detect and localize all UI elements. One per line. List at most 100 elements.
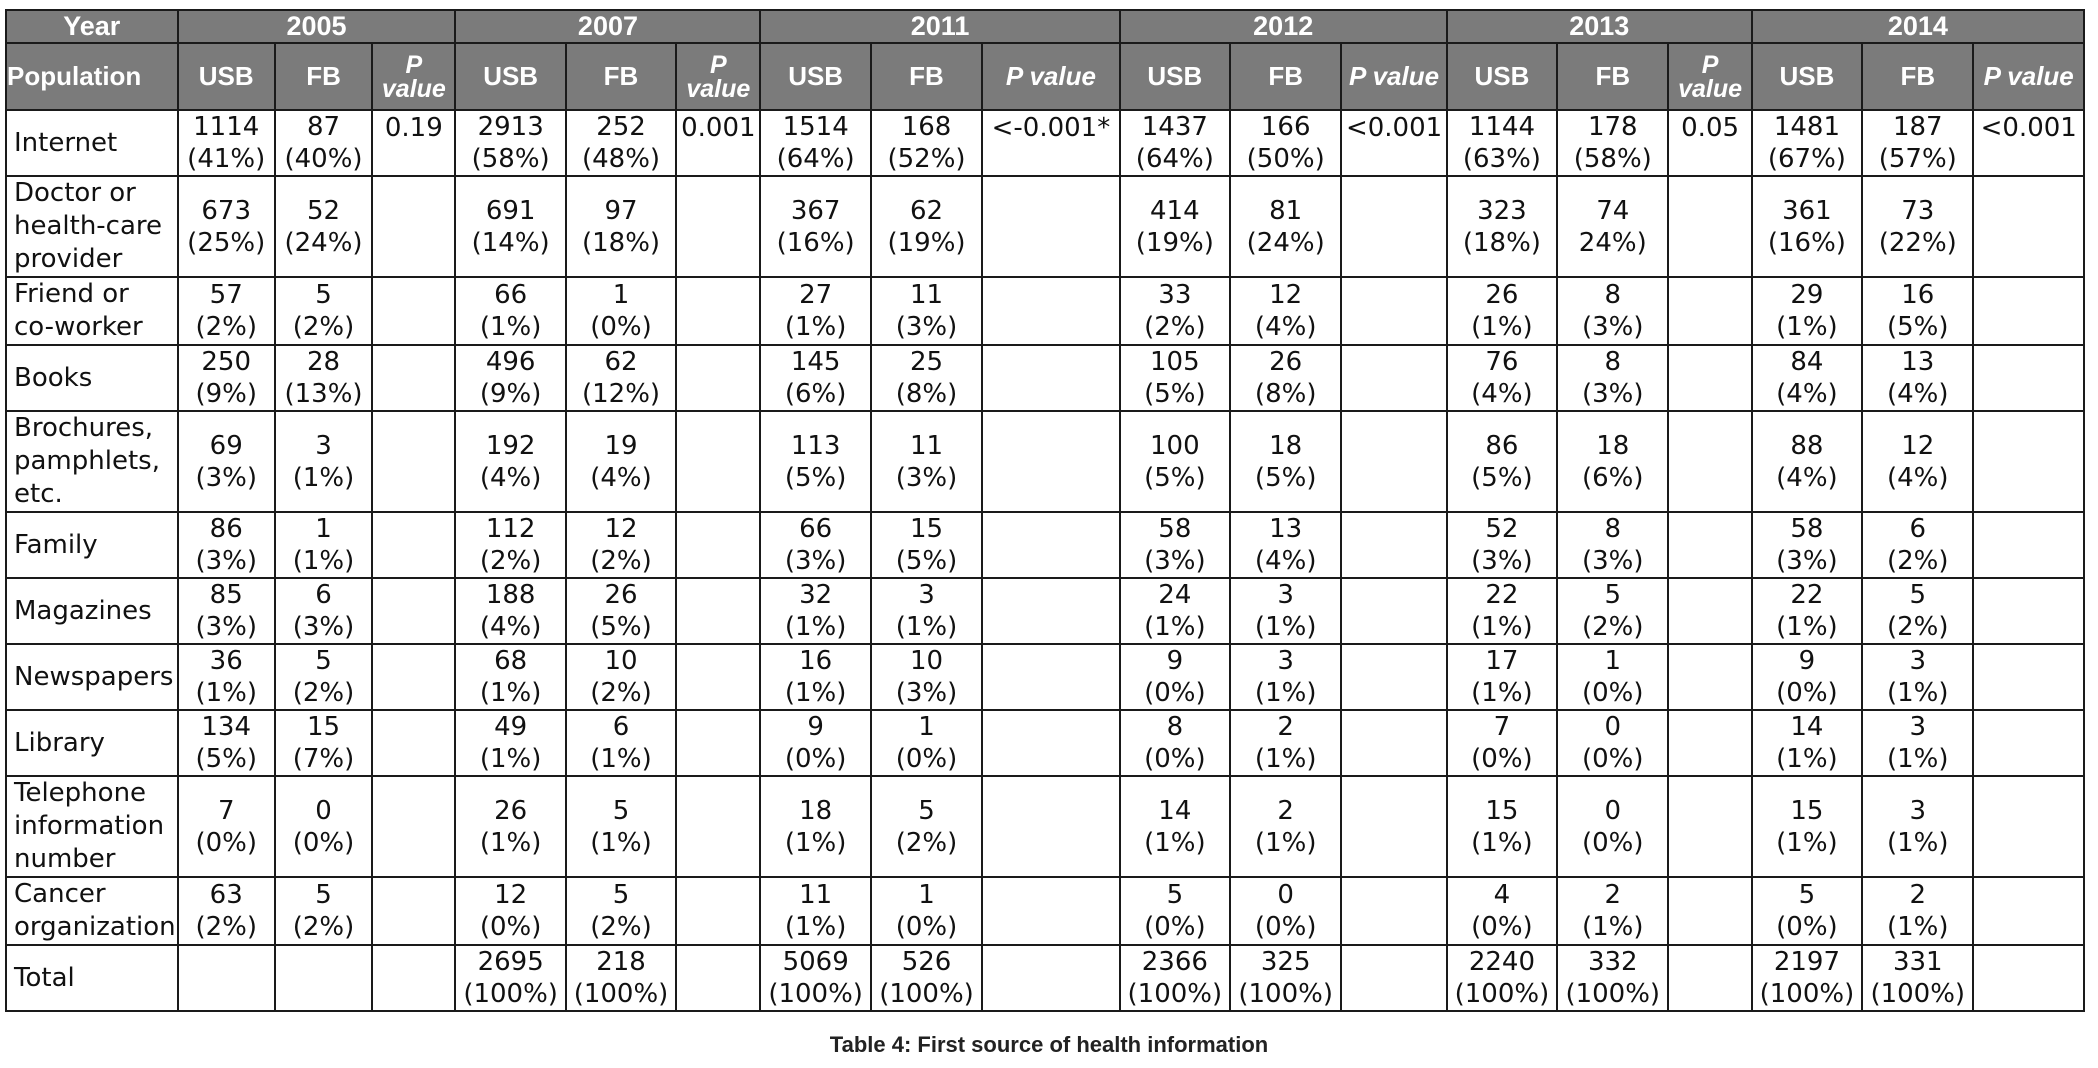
year-header: 2007 [454,9,762,44]
fb-cell: 5 (2%) [273,643,374,711]
p-value-cell [981,410,1121,513]
fb-cell: 26 (5%) [564,577,678,645]
p-value-cell [371,511,457,579]
fb-cell: 11 (3%) [869,276,984,346]
usb-cell: 26 (1%) [454,775,567,878]
usb-cell: 9 (0%) [1118,643,1232,711]
fb-header: FB [1861,42,1975,111]
fb-cell: 18 (5%) [1229,410,1343,513]
fb-cell: 62 (19%) [869,175,984,278]
usb-cell: 14 (1%) [1118,775,1232,878]
usb-cell: 4 (0%) [1445,876,1559,946]
p-value-cell [1667,876,1753,946]
usb-header: USB [176,42,276,111]
p-value-cell: 0.05 [1667,109,1753,177]
fb-cell: 62 (12%) [564,344,678,412]
fb-cell: 12 (4%) [1861,410,1975,513]
fb-cell: 13 (4%) [1229,511,1343,579]
p-value-cell [371,643,457,711]
table-row: Books 250 (9%) 28 (13%) 496 (9%) 62 (12%) 145… [5,344,2085,412]
fb-cell: 2 (1%) [1229,775,1343,878]
fb-cell: 187 (57%) [1861,109,1975,177]
p-value-cell [1972,276,2085,346]
p-value-cell [1667,709,1753,777]
p-value-cell [675,511,762,579]
row-label: Magazines [5,577,179,645]
row-label: Newspapers [5,643,179,711]
p-value-cell [675,276,762,346]
p-value-cell [981,511,1121,579]
p-value-cell [371,175,457,278]
p-value-header: P value [981,42,1121,111]
usb-cell: 7 (0%) [1445,709,1559,777]
usb-cell: 134 (5%) [176,709,276,777]
usb-cell: 22 (1%) [1445,577,1559,645]
fb-cell: 8 (3%) [1556,511,1670,579]
p-value-cell: <0.001 [1972,109,2085,177]
usb-cell: 7 (0%) [176,775,276,878]
fb-cell: 12 (4%) [1229,276,1343,346]
p-value-cell [1667,944,1753,1012]
p-value-cell [981,577,1121,645]
table-row: Internet 1114 (41%) 87 (40%) 0.19 2913 (58%)… [5,109,2085,177]
p-value-cell: <0.001 [1340,109,1448,177]
fb-cell: 3 (1%) [1861,643,1975,711]
p-value-cell [1972,344,2085,412]
p-value-cell [1667,344,1753,412]
usb-cell: 100 (5%) [1118,410,1232,513]
fb-cell: 6 (2%) [1861,511,1975,579]
p-value-cell [981,643,1121,711]
usb-header: USB [1445,42,1559,111]
p-value-cell [675,175,762,278]
p-value-cell [675,344,762,412]
usb-cell: 673 (25%) [176,175,276,278]
p-value-cell [1667,643,1753,711]
usb-header: USB [759,42,872,111]
usb-cell: 2366 (100%) [1118,944,1232,1012]
fb-cell: 6 (1%) [564,709,678,777]
fb-cell: 87 (40%) [273,109,374,177]
p-value-cell [981,944,1121,1012]
usb-cell: 9 (0%) [759,709,872,777]
table-row: Magazines 85 (3%) 6 (3%) 188 (4%) 26 (5%) 32 … [5,577,2085,645]
p-value-cell [1340,876,1448,946]
usb-header: USB [1118,42,1232,111]
row-label: Cancer organization [5,876,179,946]
p-value-cell [675,876,762,946]
fb-cell: 6 (3%) [273,577,374,645]
fb-cell: 97 (18%) [564,175,678,278]
fb-cell: 2 (1%) [1229,709,1343,777]
p-value-cell [1340,175,1448,278]
p-value-header: P value [1972,42,2085,111]
fb-cell: 3 (1%) [273,410,374,513]
usb-header: USB [1750,42,1864,111]
fb-cell: 5 (2%) [564,876,678,946]
fb-cell: 0 (0%) [273,775,374,878]
fb-cell: 3 (1%) [1861,709,1975,777]
p-value-cell [371,709,457,777]
usb-cell: 17 (1%) [1445,643,1559,711]
fb-cell: 3 (1%) [1861,775,1975,878]
fb-cell: 2 (1%) [1556,876,1670,946]
p-value-cell: <-0.001* [981,109,1121,177]
fb-header: FB [564,42,678,111]
table-row: Friend or co-worker 57 (2%) 5 (2%) 66 (1%) 1… [5,276,2085,346]
fb-cell [273,944,374,1012]
usb-cell: 145 (6%) [759,344,872,412]
table-body: Internet 1114 (41%) 87 (40%) 0.19 2913 (58%)… [5,109,2085,1012]
p-value-cell [1667,175,1753,278]
year-header: 2011 [759,9,1121,44]
p-value-cell [1340,577,1448,645]
p-value-cell [1972,175,2085,278]
usb-cell: 414 (19%) [1118,175,1232,278]
usb-cell: 2695 (100%) [454,944,567,1012]
fb-cell: 26 (8%) [1229,344,1343,412]
p-value-cell [1667,577,1753,645]
p-value-cell [371,577,457,645]
table-row: Doctor or health-care provider 673 (25%) 5… [5,175,2085,278]
usb-cell: 5 (0%) [1750,876,1864,946]
year-label: Year [5,9,179,44]
table-row: Total 2695 (100%) 218 (100%) 5069 (100%) 526… [5,944,2085,1012]
row-label: Internet [5,109,179,177]
fb-header: FB [1556,42,1670,111]
